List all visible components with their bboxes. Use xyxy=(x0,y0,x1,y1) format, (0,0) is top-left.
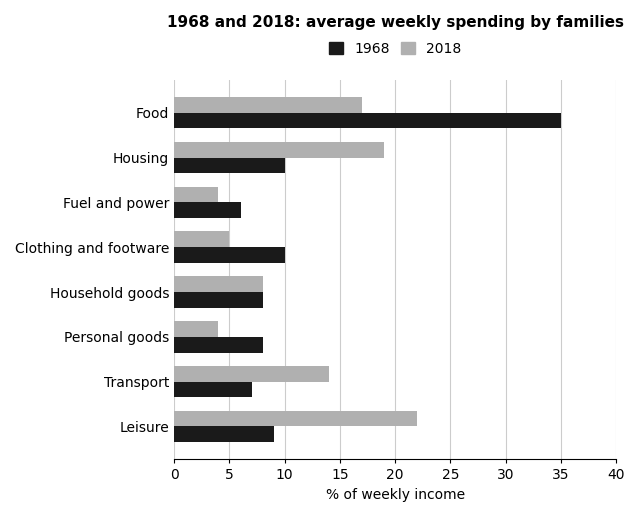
Bar xyxy=(174,158,285,173)
Bar xyxy=(174,411,417,427)
Bar xyxy=(174,366,329,382)
Bar xyxy=(174,321,218,337)
Bar xyxy=(174,337,262,353)
Bar xyxy=(174,382,252,398)
Bar xyxy=(174,142,384,158)
Legend: 1968, 2018: 1968, 2018 xyxy=(325,37,465,59)
Bar xyxy=(174,232,230,247)
Bar xyxy=(174,113,561,128)
Bar xyxy=(174,187,218,202)
Title: 1968 and 2018: average weekly spending by families: 1968 and 2018: average weekly spending b… xyxy=(167,15,624,30)
Bar xyxy=(174,292,262,308)
Bar xyxy=(174,97,362,113)
Bar xyxy=(174,276,262,292)
Bar xyxy=(174,427,274,442)
Bar xyxy=(174,247,285,263)
Bar xyxy=(174,202,241,218)
X-axis label: % of weekly income: % of weekly income xyxy=(326,488,465,502)
